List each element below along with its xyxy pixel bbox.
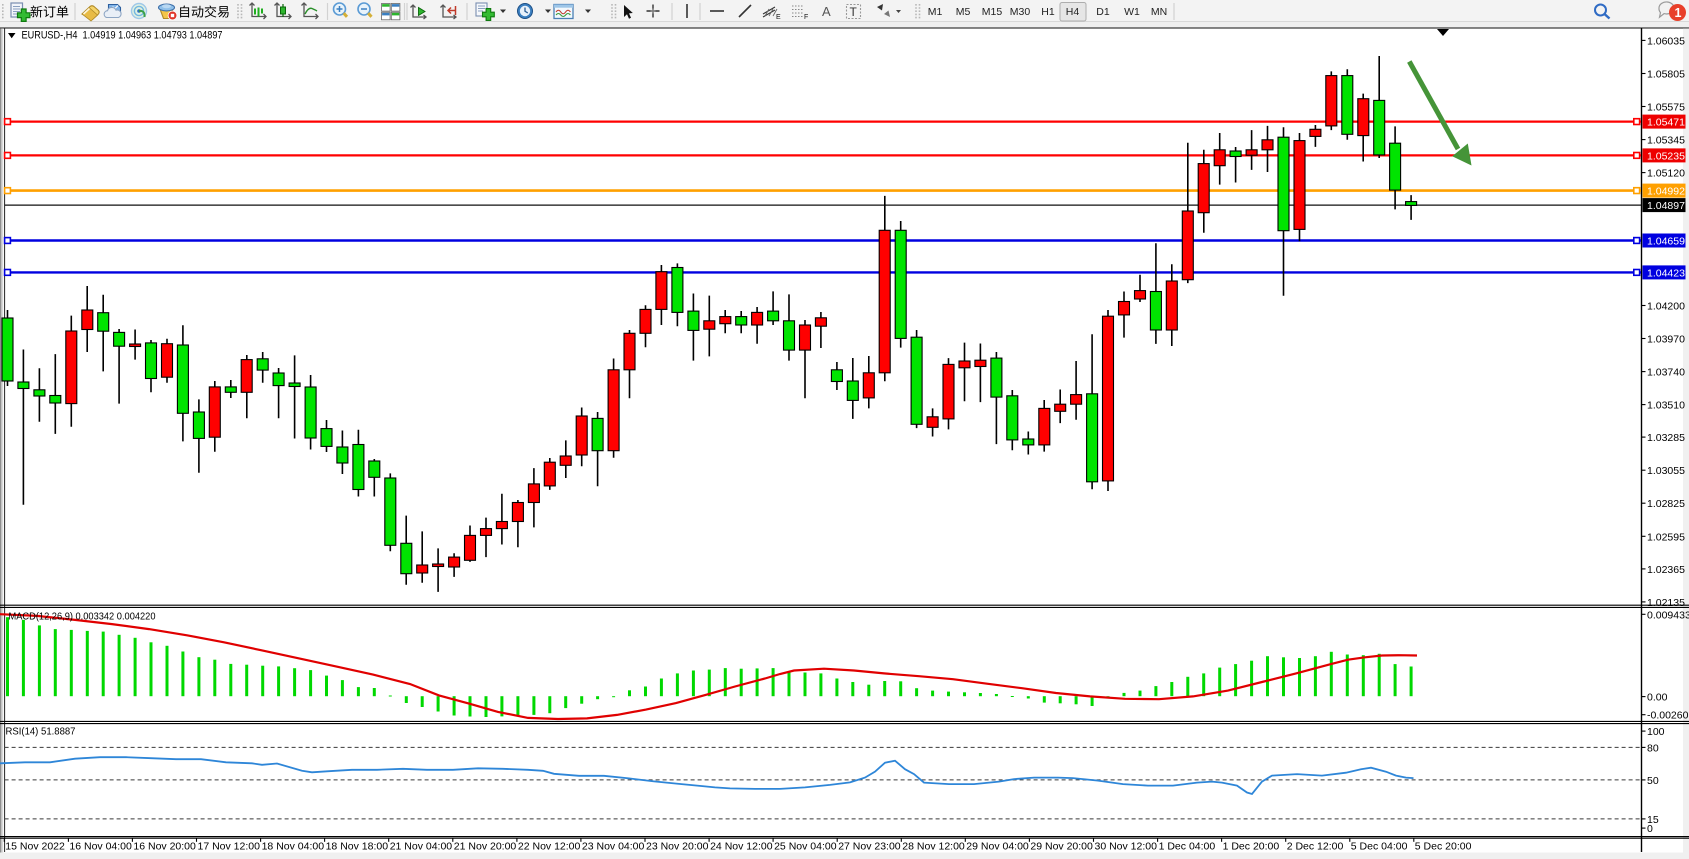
svg-text:25 Nov 04:00: 25 Nov 04:00 — [774, 841, 837, 853]
svg-text:MN: MN — [1151, 6, 1167, 18]
svg-text:50: 50 — [1647, 775, 1659, 787]
svg-text:M30: M30 — [1010, 6, 1031, 18]
svg-text:1.03510: 1.03510 — [1647, 400, 1685, 412]
svg-text:EURUSD-,H4 1.04919 1.04963 1.: EURUSD-,H4 1.04919 1.04963 1.04793 1.048… — [22, 30, 223, 42]
svg-text:0.00: 0.00 — [1647, 692, 1668, 704]
svg-text:16 Nov 20:00: 16 Nov 20:00 — [133, 841, 196, 853]
svg-text:1.02365: 1.02365 — [1647, 564, 1685, 576]
svg-text:18 Nov 04:00: 18 Nov 04:00 — [262, 841, 325, 853]
svg-text:E: E — [776, 14, 781, 21]
svg-text:F: F — [804, 14, 808, 21]
svg-text:18 Nov 18:00: 18 Nov 18:00 — [326, 841, 389, 853]
svg-text:1.04992: 1.04992 — [1647, 186, 1685, 198]
svg-text:A: A — [822, 4, 831, 19]
svg-text:1.06035: 1.06035 — [1647, 35, 1685, 47]
svg-text:1.05235: 1.05235 — [1647, 150, 1685, 162]
svg-text:21 Nov 20:00: 21 Nov 20:00 — [454, 841, 517, 853]
svg-text:1.05471: 1.05471 — [1647, 117, 1685, 129]
svg-text:1.04897: 1.04897 — [1647, 200, 1685, 212]
svg-text:1 Dec 20:00: 1 Dec 20:00 — [1223, 841, 1280, 853]
svg-text:1.03740: 1.03740 — [1647, 367, 1685, 379]
svg-text:1.05805: 1.05805 — [1647, 69, 1685, 81]
svg-text:1.04200: 1.04200 — [1647, 301, 1685, 313]
svg-text:23 Nov 04:00: 23 Nov 04:00 — [582, 841, 645, 853]
svg-text:-0.002606: -0.002606 — [1647, 710, 1689, 722]
svg-text:5 Dec 04:00: 5 Dec 04:00 — [1351, 841, 1408, 853]
svg-text:M15: M15 — [982, 6, 1003, 18]
svg-text:MACD(12,26,9) 0.003342 0.00422: MACD(12,26,9) 0.003342 0.004220 — [9, 611, 156, 623]
svg-text:100: 100 — [1647, 726, 1665, 738]
svg-text:0: 0 — [1647, 823, 1653, 835]
svg-text:1.03970: 1.03970 — [1647, 334, 1685, 346]
svg-text:15: 15 — [1647, 814, 1659, 826]
svg-text:5 Dec 20:00: 5 Dec 20:00 — [1415, 841, 1472, 853]
svg-text:0.009433: 0.009433 — [1647, 609, 1689, 621]
svg-text:80: 80 — [1647, 742, 1659, 754]
svg-text:H1: H1 — [1041, 6, 1055, 18]
svg-text:2 Dec 12:00: 2 Dec 12:00 — [1287, 841, 1344, 853]
svg-text:15 Nov 2022: 15 Nov 2022 — [5, 841, 65, 853]
svg-text:22 Nov 12:00: 22 Nov 12:00 — [518, 841, 581, 853]
svg-text:1.05345: 1.05345 — [1647, 135, 1685, 147]
svg-text:29 Nov 04:00: 29 Nov 04:00 — [966, 841, 1029, 853]
svg-text:1.02135: 1.02135 — [1647, 597, 1685, 609]
svg-text:28 Nov 12:00: 28 Nov 12:00 — [902, 841, 965, 853]
svg-text:17 Nov 12:00: 17 Nov 12:00 — [198, 841, 261, 853]
svg-text:1.03055: 1.03055 — [1647, 465, 1685, 477]
svg-text:H4: H4 — [1066, 6, 1080, 18]
svg-text:1.05120: 1.05120 — [1647, 168, 1685, 180]
svg-text:D1: D1 — [1096, 6, 1110, 18]
svg-text:T: T — [850, 5, 858, 19]
svg-text:1.03285: 1.03285 — [1647, 432, 1685, 444]
svg-text:30 Nov 12:00: 30 Nov 12:00 — [1095, 841, 1158, 853]
svg-text:27 Nov 23:00: 27 Nov 23:00 — [838, 841, 901, 853]
svg-text:1.05575: 1.05575 — [1647, 102, 1685, 114]
svg-text:RSI(14) 51.8887: RSI(14) 51.8887 — [6, 726, 76, 738]
svg-text:23 Nov 20:00: 23 Nov 20:00 — [646, 841, 709, 853]
svg-text:W1: W1 — [1124, 6, 1140, 18]
svg-text:M5: M5 — [956, 6, 971, 18]
svg-text:29 Nov 20:00: 29 Nov 20:00 — [1030, 841, 1093, 853]
svg-text:16 Nov 04:00: 16 Nov 04:00 — [69, 841, 132, 853]
svg-text:1.02595: 1.02595 — [1647, 531, 1685, 543]
svg-text:M1: M1 — [928, 6, 943, 18]
svg-text:1.02825: 1.02825 — [1647, 498, 1685, 510]
svg-text:1 Dec 04:00: 1 Dec 04:00 — [1159, 841, 1216, 853]
svg-text:1.04423: 1.04423 — [1647, 267, 1685, 279]
svg-text:21 Nov 04:00: 21 Nov 04:00 — [390, 841, 453, 853]
svg-text:1.04659: 1.04659 — [1647, 236, 1685, 248]
svg-text:24 Nov 12:00: 24 Nov 12:00 — [710, 841, 773, 853]
svg-text:1: 1 — [1675, 6, 1682, 20]
